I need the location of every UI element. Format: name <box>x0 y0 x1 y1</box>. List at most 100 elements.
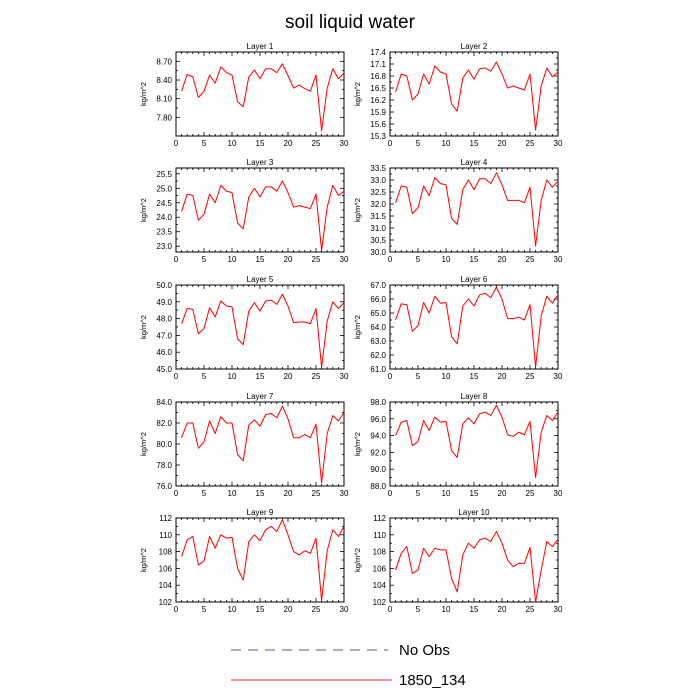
layer-8-xtick-label: 5 <box>416 489 421 498</box>
layer-3-panel: Layer 3 0 5 10 15 20 25 30 23.0 23.5 24.0 24.5 25.0 2… <box>139 158 349 264</box>
layer-8-xtick-label: 10 <box>442 489 451 498</box>
layer-10-ytick-label: 112 <box>373 514 386 523</box>
layer-8-xtick-label: 25 <box>526 489 535 498</box>
layer-10-ytick-label: 102 <box>373 598 387 607</box>
layer-6-title: Layer 6 <box>461 275 488 284</box>
layer-10-xtick-label: 20 <box>498 605 507 614</box>
layer-3-ytick-label: 25.5 <box>156 170 172 179</box>
layer-3-ytick-label: 23.0 <box>156 242 172 251</box>
layer-6-xtick-label: 10 <box>442 372 451 381</box>
layer-2-xtick-label: 15 <box>470 139 479 148</box>
layer-9-ytick-label: 106 <box>159 564 173 573</box>
legend: No Obs 1850_134 <box>231 642 466 689</box>
layer-9-xtick-label: 20 <box>284 605 293 614</box>
layer-7-xtick-label: 0 <box>174 489 179 498</box>
layer-2-xtick-label: 0 <box>388 139 393 148</box>
layer-10-xtick-label: 25 <box>526 605 535 614</box>
layer-5-ytick-label: 45.0 <box>156 365 172 374</box>
layer-8-series-line <box>395 404 559 479</box>
layer-7-ytick-label: 78.0 <box>156 461 172 470</box>
layer-8-xtick-label: 30 <box>554 489 563 498</box>
layer-1-ytick-label: 8.70 <box>156 57 172 66</box>
layer-9-frame <box>175 517 345 603</box>
layer-1-ylabel: kg/m^2 <box>139 82 148 106</box>
layer-1-panel: Layer 1 0 5 10 15 20 25 30 7.80 8.10 8.40 8.70 kg/m^… <box>139 42 349 148</box>
layer-5-xtick-label: 25 <box>312 372 321 381</box>
layer-6-frame <box>389 284 559 370</box>
layer-5-title: Layer 5 <box>247 275 274 284</box>
layer-7-frame <box>175 401 345 487</box>
panels: Layer 10 5 10 15 20 25 307.808.108.408.70kg/m^… <box>139 42 563 614</box>
layer-5-xtick-label: 15 <box>256 372 265 381</box>
layer-1-ytick-label: 8.10 <box>156 95 172 104</box>
layer-10-ytick-label: 108 <box>373 548 387 557</box>
layer-5-ylabel: kg/m^2 <box>139 315 148 339</box>
layer-6-panel: Layer 6 0 5 10 15 20 25 30 61.0 62.0 63.0 64.0 65.0 6… <box>353 275 563 381</box>
layer-3-xtick-label: 25 <box>312 255 321 264</box>
layer-9-xtick-label: 0 <box>174 605 179 614</box>
layer-5-xtick-label: 30 <box>340 372 349 381</box>
layer-3-xtick-label: 30 <box>340 255 349 264</box>
layer-8-xtick-label: 15 <box>470 489 479 498</box>
layer-4-ytick-label: 30.5 <box>370 236 386 245</box>
layer-6-xtick-label: 0 <box>388 372 393 381</box>
layer-2-xtick-label: 5 <box>416 139 421 148</box>
layer-4-xtick-label: 20 <box>498 255 507 264</box>
legend-no-obs-label: No Obs <box>399 642 450 659</box>
layer-7-xtick-label: 10 <box>228 489 237 498</box>
layer-4-ytick-label: 31.0 <box>370 224 386 233</box>
layer-9-xtick-label: 15 <box>256 605 265 614</box>
layer-1-series-line <box>181 63 345 132</box>
layer-5-xtick-label: 5 <box>202 372 207 381</box>
layer-6-xtick-label: 25 <box>526 372 535 381</box>
layer-6-ylabel: kg/m^2 <box>353 315 362 339</box>
layer-10-series-line <box>395 530 559 603</box>
layer-2-ytick-label: 16.8 <box>370 72 386 81</box>
layer-4-title: Layer 4 <box>461 158 488 167</box>
layer-8-panel: Layer 8 0 5 10 15 20 25 30 88.0 90.0 92.0 94.0 96.0 9… <box>353 392 563 498</box>
layer-3-xtick-label: 15 <box>256 255 265 264</box>
layer-1-xtick-label: 20 <box>284 139 293 148</box>
layer-6-xtick-label: 15 <box>470 372 479 381</box>
layer-2-xtick-label: 25 <box>526 139 535 148</box>
layer-9-ytick-label: 102 <box>159 598 173 607</box>
layer-9-xtick-label: 5 <box>202 605 207 614</box>
layer-3-xtick-label: 10 <box>228 255 237 264</box>
layer-6-series-line <box>395 286 559 368</box>
layer-1-xtick-label: 5 <box>202 139 207 148</box>
layer-3-ytick-label: 24.5 <box>156 199 172 208</box>
layer-6-ytick-label: 63.0 <box>370 337 386 346</box>
layer-3-ytick-label: 23.5 <box>156 228 172 237</box>
layer-2-ytick-label: 15.3 <box>370 132 386 141</box>
layer-3-ylabel: kg/m^2 <box>139 198 148 222</box>
layer-8-ytick-label: 98.0 <box>370 398 386 407</box>
layer-5-ytick-label: 48.0 <box>156 315 172 324</box>
layer-10-xtick-label: 5 <box>416 605 421 614</box>
layer-7-xtick-label: 15 <box>256 489 265 498</box>
layer-9-xtick-label: 30 <box>340 605 349 614</box>
layer-3-series-line <box>181 180 345 252</box>
layer-10-panel: Layer 10 0 5 10 15 20 25 30 102 104 106 108 110 112 kg… <box>353 508 563 614</box>
figure-title: soil liquid water <box>285 12 416 33</box>
layer-10-title: Layer 10 <box>458 508 490 517</box>
layer-10-xtick-label: 15 <box>470 605 479 614</box>
layer-3-title: Layer 3 <box>247 158 274 167</box>
layer-2-ytick-label: 17.4 <box>370 48 386 57</box>
layer-9-ytick-label: 112 <box>159 514 172 523</box>
layer-1-xtick-label: 30 <box>340 139 349 148</box>
layer-7-series-line <box>181 405 345 484</box>
layer-10-frame <box>389 517 559 603</box>
layer-6-ytick-label: 64.0 <box>370 323 386 332</box>
layer-7-ylabel: kg/m^2 <box>139 432 148 456</box>
layer-8-ytick-label: 94.0 <box>370 432 386 441</box>
layer-8-ytick-label: 90.0 <box>370 465 386 474</box>
layer-7-title: Layer 7 <box>247 392 274 401</box>
layer-6-xtick-label: 20 <box>498 372 507 381</box>
layer-4-xtick-label: 0 <box>388 255 393 264</box>
layer-8-ytick-label: 88.0 <box>370 482 386 491</box>
layer-4-xtick-label: 30 <box>554 255 563 264</box>
layer-9-ytick-label: 108 <box>159 548 173 557</box>
layer-10-xtick-label: 0 <box>388 605 393 614</box>
layer-8-ytick-label: 92.0 <box>370 448 386 457</box>
